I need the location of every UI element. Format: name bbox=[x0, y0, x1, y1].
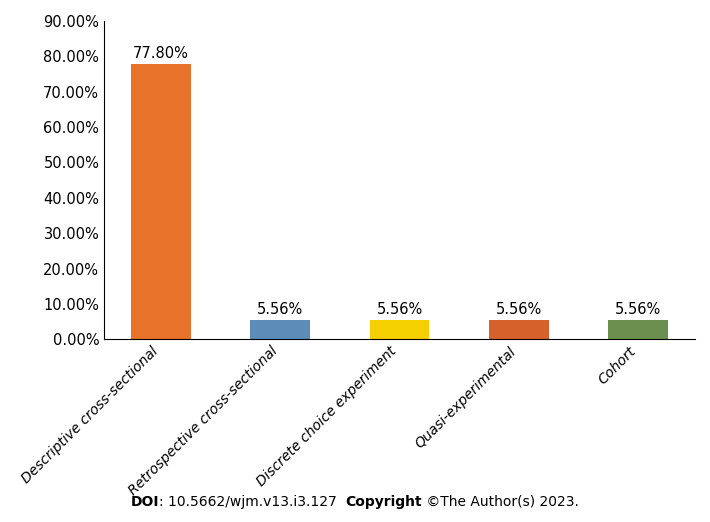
Bar bbox=[489, 319, 549, 339]
Text: 5.56%: 5.56% bbox=[257, 302, 303, 317]
Bar bbox=[370, 319, 430, 339]
Text: 5.56%: 5.56% bbox=[376, 302, 422, 317]
Text: : 10.5662/wjm.v13.i3.127: : 10.5662/wjm.v13.i3.127 bbox=[159, 495, 346, 509]
Text: Copyright: Copyright bbox=[346, 495, 422, 509]
Bar bbox=[251, 319, 310, 339]
Text: ©The Author(s) 2023.: ©The Author(s) 2023. bbox=[422, 495, 579, 509]
Bar bbox=[608, 319, 668, 339]
Text: 5.56%: 5.56% bbox=[496, 302, 542, 317]
Bar bbox=[131, 64, 190, 339]
Text: 77.80%: 77.80% bbox=[133, 46, 189, 61]
Text: DOI: DOI bbox=[131, 495, 159, 509]
Text: 5.56%: 5.56% bbox=[615, 302, 662, 317]
